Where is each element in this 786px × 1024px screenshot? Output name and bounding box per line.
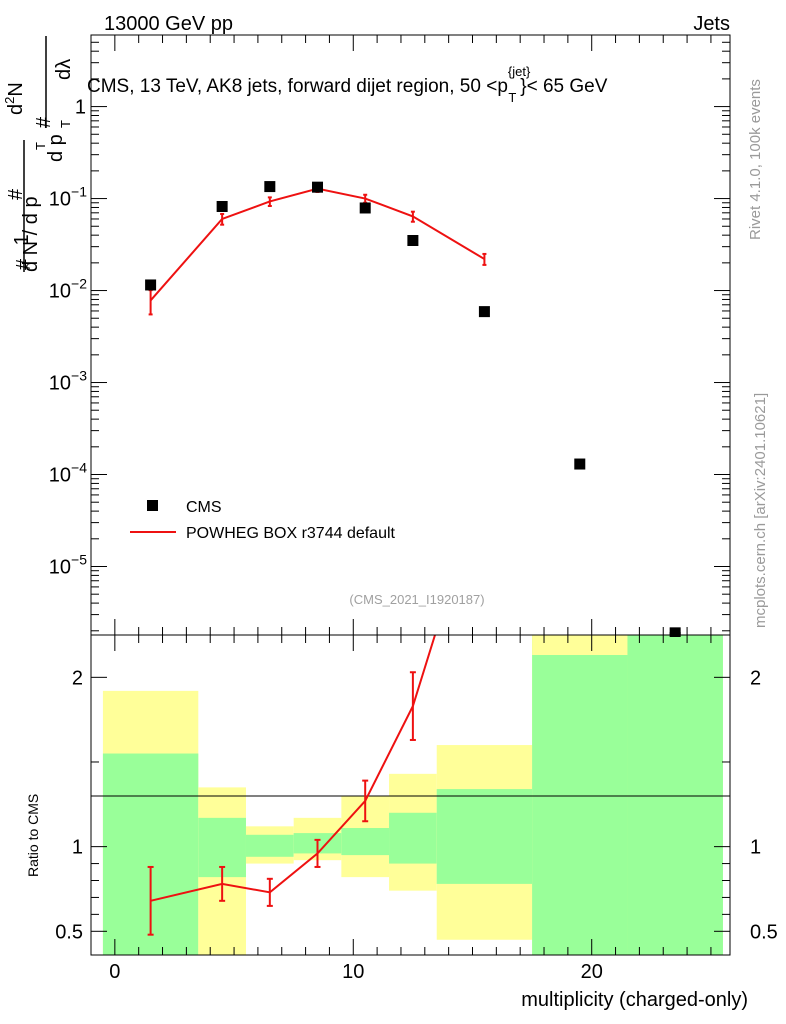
ratio-inner-band <box>532 635 628 955</box>
main-ylabel-dpt: d p T <box>45 120 73 162</box>
cms-point <box>574 458 586 470</box>
mc-series <box>148 184 487 316</box>
cms-series <box>145 181 681 639</box>
main-frame <box>90 34 731 636</box>
analysis-watermark: (CMS_2021_I1920187) <box>349 592 484 607</box>
ratio-mc-series <box>147 632 681 936</box>
ylabel-lambda: λ <box>53 59 75 69</box>
cms-point <box>264 181 276 193</box>
rivet-label: Rivet 4.1.0, 100k events <box>747 79 764 240</box>
legend-cms-label: CMS <box>186 499 222 516</box>
ratio-inner-band <box>389 812 437 864</box>
main-panel: 1 10−1 10−2 10−3 10−4 10−5 (CMS_2021_I1920187… <box>49 34 731 639</box>
x-tick-label: 20 <box>581 961 603 983</box>
main-ticks: 1 10−1 10−2 10−3 10−4 10−5 <box>49 34 730 635</box>
svg-text:dλ: dλ <box>53 59 75 80</box>
cms-point <box>312 181 324 193</box>
ratio-y-tick-label-right: 2 <box>750 667 761 689</box>
ratio-inner-band <box>245 834 294 857</box>
cms-point <box>359 202 371 214</box>
svg-text:d2N: d2N <box>2 82 27 115</box>
title-subscript: T <box>508 90 516 105</box>
ratio-inner-band <box>436 789 533 884</box>
ratio-y-tick-label-right: 0.5 <box>750 921 778 943</box>
cms-point <box>216 200 228 212</box>
ratio-frame <box>90 634 731 956</box>
ratio-inner-band <box>341 828 390 856</box>
ratio-ylabel: Ratio to CMS <box>25 794 41 877</box>
y-tick-label: 1 <box>75 97 86 119</box>
y-tick-label: 10−4 <box>49 460 87 487</box>
ylabel-hash-2: # <box>5 188 27 200</box>
x-tick-label: 0 <box>109 961 120 983</box>
y-tick-label: 10−1 <box>49 184 87 211</box>
ratio-panel: 0.5 0.51 12 20 10 20 Ratio to CMS <box>25 632 778 983</box>
ylabel-one: 1 <box>11 234 33 245</box>
main-ylabel-num: # <box>5 188 27 200</box>
ratio-outer-band <box>532 635 628 655</box>
ylabel-n: N <box>5 82 27 96</box>
y-tick-label: 10−2 <box>49 276 87 303</box>
ylabel-d: d <box>5 104 27 115</box>
x-tick-label: 10 <box>342 961 364 983</box>
ylabel-dn-dpt: d N / d p <box>20 196 42 272</box>
ratio-y-tick-label-right: 1 <box>750 837 761 859</box>
ratio-y-tick-label: 2 <box>72 667 83 689</box>
main-ylabel-hash3: # <box>33 116 55 128</box>
energy-label: 13000 GeV pp <box>104 13 233 35</box>
cms-point <box>478 306 490 318</box>
ylabel-two: 2 <box>2 97 17 104</box>
x-axis-label: multiplicity (charged-only) <box>521 989 748 1011</box>
ratio-inner-band <box>627 635 723 955</box>
ylabel-t-sub-2: T <box>58 120 73 128</box>
plot-title: CMS, 13 TeV, AK8 jets, forward dijet reg… <box>87 64 608 105</box>
ylabel-hash-3: # <box>33 116 55 128</box>
main-ylabel-d2n: d2N <box>2 82 27 115</box>
main-ylabel-dlambda: dλ <box>53 59 75 80</box>
ylabel-d2: d <box>53 69 75 80</box>
cms-point <box>407 234 419 246</box>
cms-point <box>145 279 157 291</box>
ratio-y-tick-label: 1 <box>72 837 83 859</box>
legend: CMS POWHEG BOX r3744 default <box>130 499 396 542</box>
ylabel-t-sub-1: T <box>33 142 48 150</box>
category-label: Jets <box>693 13 730 35</box>
mc-line <box>149 187 485 302</box>
legend-cms-marker <box>147 500 158 511</box>
y-tick-label: 10−5 <box>49 551 87 578</box>
title-superscript: {jet} <box>508 64 531 79</box>
ratio-ticks: 0.5 0.51 12 20 10 20 <box>55 635 778 983</box>
ylabel-dpt: d p <box>45 134 67 162</box>
mcplots-label: mcplots.cern.ch [arXiv:2401.10621] <box>752 393 769 628</box>
main-ylabel-frac: d N / d p T <box>20 142 48 272</box>
legend-mc-label: POWHEG BOX r3744 default <box>186 525 396 542</box>
y-tick-label: 10−3 <box>49 368 87 395</box>
ratio-y-tick-label: 0.5 <box>55 921 83 943</box>
